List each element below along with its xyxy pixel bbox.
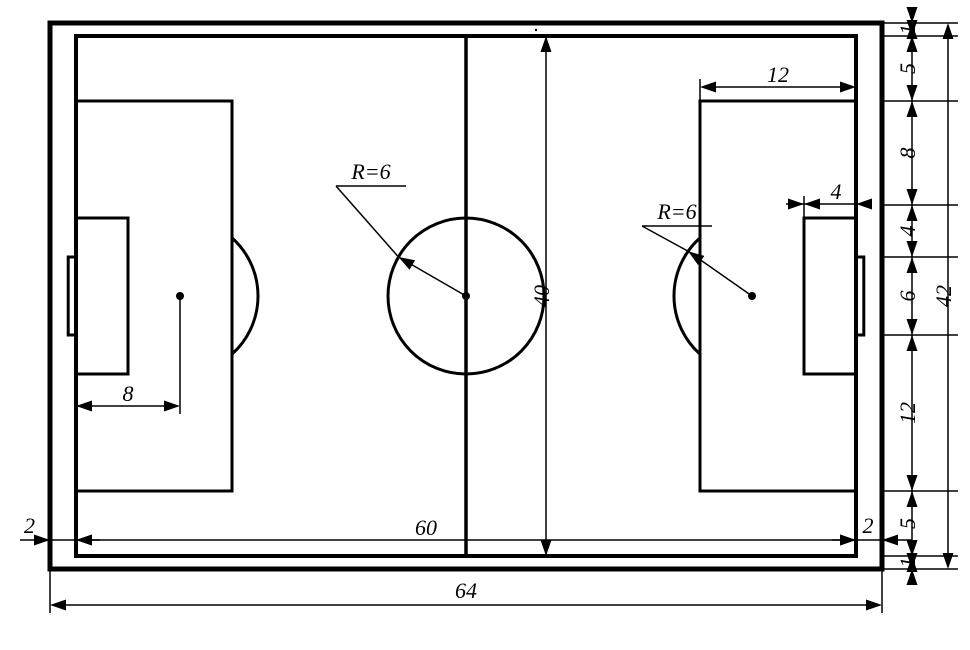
penalty-box-right — [700, 101, 856, 491]
svg-text:1: 1 — [895, 557, 920, 568]
goal-notch-right — [856, 257, 864, 335]
svg-text:2: 2 — [863, 513, 874, 538]
svg-text:64: 64 — [455, 578, 477, 603]
svg-text:R=6: R=6 — [350, 159, 390, 184]
penalty-arc-left — [232, 238, 258, 354]
penalty-box-left — [76, 101, 232, 491]
dim-64: 64 — [50, 569, 882, 613]
svg-text:12: 12 — [895, 402, 920, 424]
svg-text:5: 5 — [895, 63, 920, 74]
artifact-dot — [535, 29, 537, 31]
goal-box-left — [76, 218, 128, 374]
svg-text:8: 8 — [123, 381, 134, 406]
svg-text:5: 5 — [895, 518, 920, 529]
svg-text:4: 4 — [895, 226, 920, 237]
label-R6-penalty: R=6 — [642, 199, 752, 296]
svg-text:42: 42 — [931, 285, 956, 307]
goal-box-right — [804, 218, 856, 374]
svg-text:R=6: R=6 — [656, 199, 696, 224]
svg-text:40: 40 — [529, 285, 554, 307]
goal-notch-left — [68, 257, 76, 335]
svg-text:1: 1 — [895, 24, 920, 35]
svg-text:8: 8 — [895, 148, 920, 159]
svg-text:60: 60 — [415, 515, 437, 540]
svg-text:6: 6 — [895, 291, 920, 302]
dim-4-goalbox: 4 — [786, 179, 872, 218]
dim-42-total: 42 — [931, 23, 956, 569]
svg-text:4: 4 — [831, 179, 842, 204]
dim-40: 40 — [529, 36, 554, 556]
svg-text:12: 12 — [767, 62, 789, 87]
svg-text:2: 2 — [24, 513, 35, 538]
dim-2-left: 2 — [20, 513, 100, 545]
dim-12-penalty: 12 — [700, 62, 856, 101]
label-R6-center: R=6 — [336, 159, 466, 296]
